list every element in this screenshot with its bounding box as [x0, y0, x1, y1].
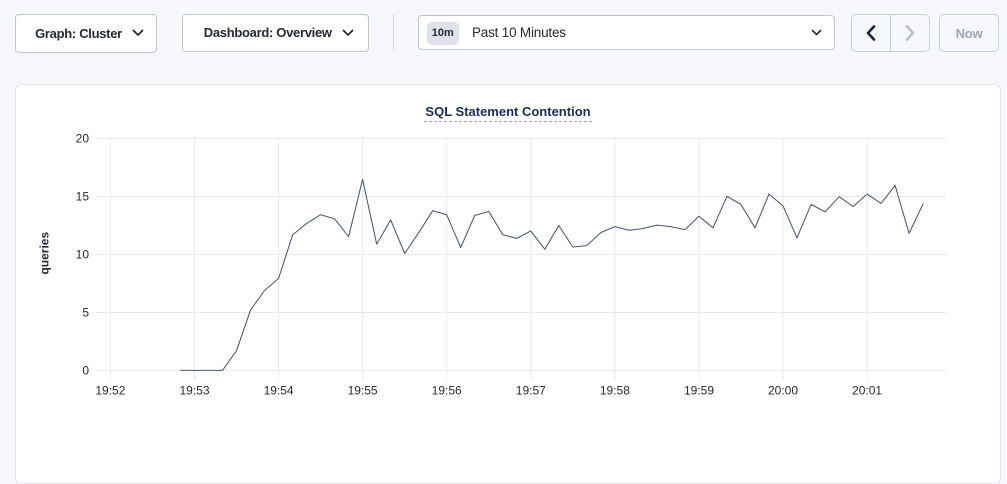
svg-text:5: 5	[82, 306, 89, 320]
svg-text:19:59: 19:59	[684, 384, 714, 398]
svg-text:20: 20	[76, 132, 90, 146]
svg-text:19:53: 19:53	[179, 384, 209, 398]
svg-text:19:52: 19:52	[95, 384, 125, 398]
svg-text:20:00: 20:00	[768, 384, 798, 398]
svg-text:0: 0	[82, 364, 89, 378]
svg-text:19:58: 19:58	[600, 384, 630, 398]
svg-text:19:56: 19:56	[432, 384, 462, 398]
svg-text:19:55: 19:55	[348, 384, 378, 398]
svg-text:20:01: 20:01	[852, 384, 882, 398]
svg-text:19:57: 19:57	[516, 384, 546, 398]
svg-text:queries: queries	[38, 232, 52, 275]
svg-text:19:54: 19:54	[264, 384, 294, 398]
svg-text:15: 15	[76, 190, 90, 204]
svg-text:10: 10	[76, 248, 90, 262]
